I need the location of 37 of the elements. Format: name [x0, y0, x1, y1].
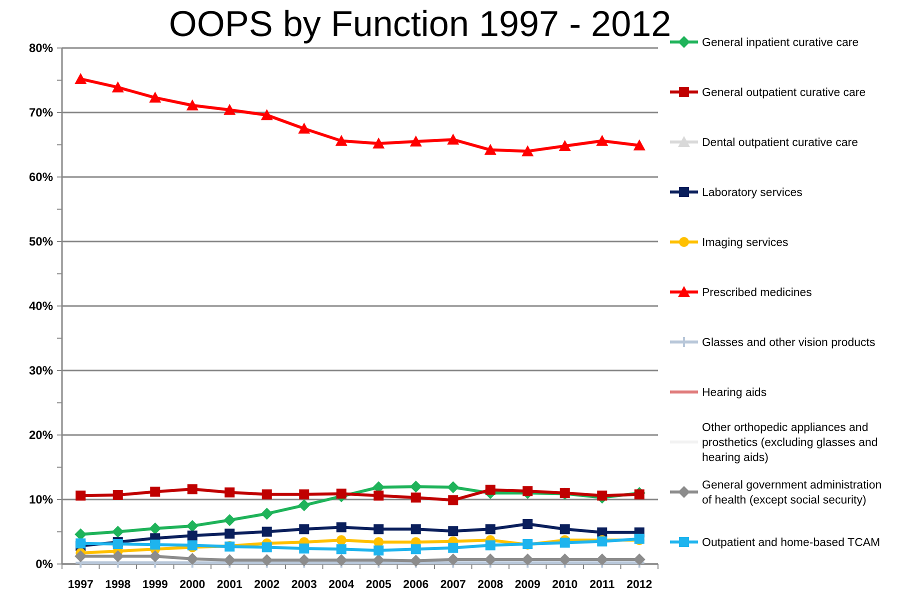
legend-label: Dental outpatient curative care — [702, 137, 858, 150]
x-tick-label: 2005 — [366, 579, 392, 591]
legend-label: Hearing aids — [702, 387, 767, 400]
x-tick-label: 2011 — [590, 579, 616, 591]
x-tick-label: 2003 — [291, 579, 317, 591]
legend-label: General outpatient curative care — [702, 87, 866, 100]
legend-label: Glasses and other vision products — [702, 337, 876, 350]
x-tick-label: 2004 — [328, 579, 355, 591]
legend-label: General government administration of health (except social security) — [702, 480, 882, 507]
x-tick-label: 2009 — [514, 579, 540, 591]
x-tick-label: 2002 — [254, 579, 280, 591]
y-tick-label: 70% — [28, 106, 54, 120]
y-tick-label: 20% — [28, 428, 54, 442]
y-tick-label: 30% — [28, 364, 54, 378]
x-tick-label: 2000 — [180, 579, 206, 591]
legend-label: Other orthopedic appliances and prosthetics (excluding glasses and hearing aids) — [702, 422, 878, 464]
y-tick-label: 10% — [28, 492, 54, 507]
x-tick-label: 2010 — [552, 579, 578, 591]
y-tick-label: 80% — [28, 41, 54, 56]
legend-label: Outpatient and home-based TCAM — [702, 537, 880, 550]
legend-label: General inpatient curative care — [702, 37, 859, 50]
x-tick-label: 2012 — [626, 579, 652, 591]
y-tick-label: 40% — [28, 299, 54, 314]
y-tick-label: 50% — [28, 234, 54, 249]
legend-label: Laboratory services — [702, 187, 803, 200]
legend-label: Prescribed medicines — [702, 287, 812, 300]
chart-title: OOPS by Function 1997 - 2012 — [168, 3, 672, 44]
y-tick-label: 60% — [28, 170, 54, 184]
x-tick-label: 2001 — [216, 579, 244, 591]
x-tick-label: 2008 — [478, 579, 504, 591]
x-tick-label: 2006 — [403, 579, 429, 591]
x-tick-label: 2007 — [440, 579, 466, 591]
legend-label: Imaging services — [702, 237, 789, 250]
x-tick-label: 1997 — [68, 579, 94, 591]
x-tick-label: 1999 — [142, 579, 168, 591]
x-tick-label: 1998 — [105, 579, 132, 591]
y-tick-label: 0% — [36, 557, 54, 572]
